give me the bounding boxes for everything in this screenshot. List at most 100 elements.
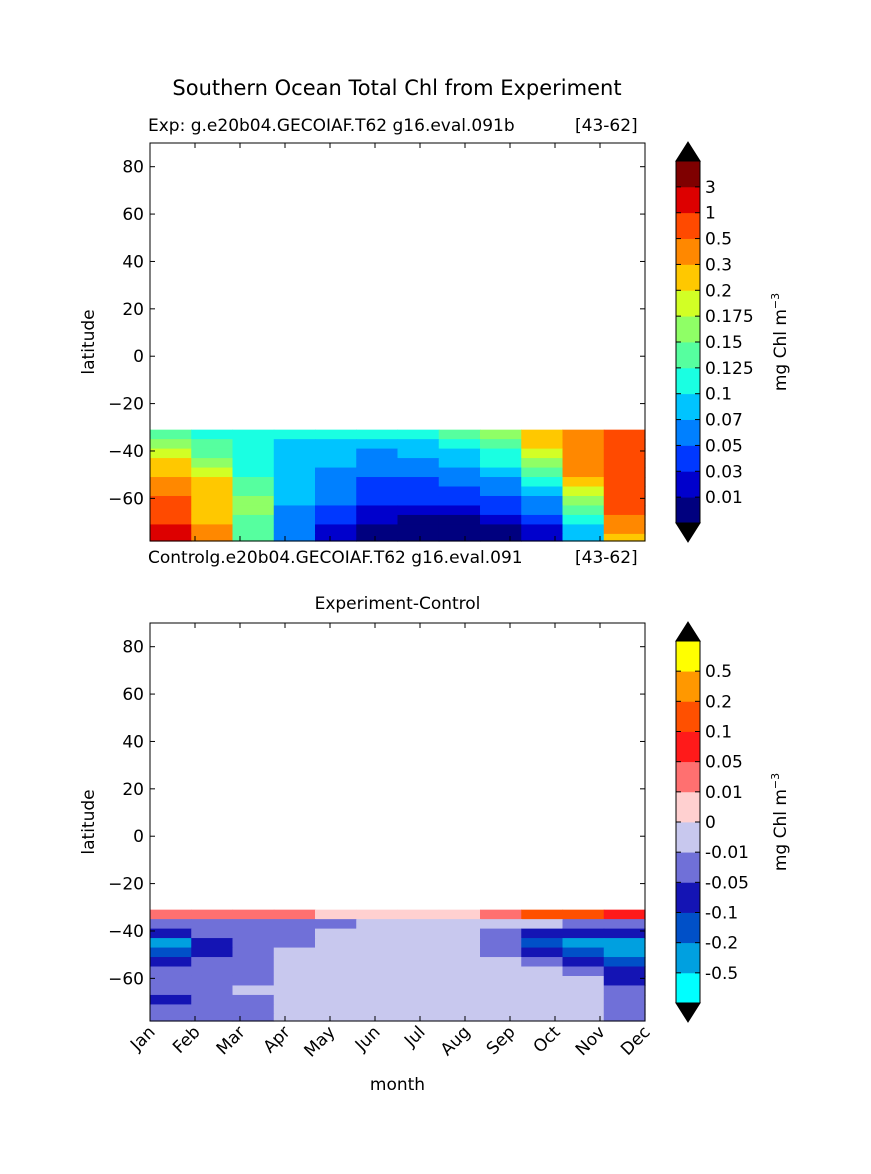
- field-cell: [603, 458, 646, 469]
- field-cell: [480, 1004, 522, 1015]
- field-cell: [397, 957, 440, 968]
- colorbar-segment: [676, 882, 700, 913]
- field-cell: [232, 458, 275, 469]
- y-tick-label: −20: [108, 395, 144, 415]
- field-cell: [603, 938, 646, 949]
- colorbar-tick-label: 0.1: [705, 723, 732, 743]
- field-cell: [480, 994, 522, 1006]
- x-tick-label: Aug: [437, 1022, 475, 1060]
- field-cell: [603, 467, 646, 478]
- field-cell: [521, 514, 564, 526]
- field-cell: [480, 439, 522, 450]
- field-cell: [562, 429, 605, 440]
- y-tick-label: −60: [108, 489, 144, 509]
- field-cell: [438, 495, 481, 507]
- field-cell: [603, 524, 646, 535]
- field-cell: [438, 985, 481, 996]
- y-tick-label: −40: [108, 442, 144, 462]
- field-cell: [315, 994, 357, 1006]
- field-cell: [315, 909, 357, 920]
- field-cell: [562, 524, 605, 535]
- field-cell: [356, 938, 399, 949]
- panel-1-frame: [149, 142, 646, 542]
- field-cell: [232, 1004, 275, 1015]
- field-cell: [438, 928, 481, 939]
- field-cell: [150, 966, 192, 977]
- colorbar-tick-label: 0.2: [705, 692, 732, 712]
- field-cell: [273, 938, 316, 949]
- field-cell: [315, 957, 357, 968]
- x-tick-label: Sep: [483, 1022, 520, 1059]
- field-cell: [562, 957, 605, 968]
- colorbar-tick-label: 0.05: [705, 436, 743, 456]
- x-tick-label: Jul: [400, 1022, 429, 1051]
- field-cell: [438, 486, 481, 497]
- field-cell: [356, 947, 399, 958]
- colorbar-extend-over: [675, 141, 701, 162]
- field-cell: [438, 429, 481, 440]
- field-cell: [150, 947, 192, 958]
- field-cell: [150, 458, 192, 469]
- field-cell: [521, 448, 564, 459]
- y-tick-label: 40: [122, 252, 144, 272]
- field-cell: [562, 477, 605, 488]
- colorbar-segment: [676, 316, 700, 343]
- field-cell: [150, 909, 192, 920]
- field-cell: [150, 533, 192, 542]
- field-cell: [480, 429, 522, 440]
- panel-2-frame: [149, 622, 646, 1022]
- y-tick-label: 40: [122, 732, 144, 752]
- field-cell: [191, 514, 234, 526]
- field-cell: [191, 429, 234, 440]
- field-cell: [191, 448, 234, 459]
- field-cell: [397, 467, 440, 478]
- field-cell: [150, 957, 192, 968]
- field-cell: [232, 919, 275, 930]
- field-cell: [480, 975, 522, 987]
- field-cell: [356, 524, 399, 535]
- field-cell: [273, 1013, 316, 1022]
- colorbar-segment: [676, 264, 700, 291]
- field-cell: [603, 514, 646, 526]
- x-tick-label: Dec: [617, 1022, 654, 1059]
- panel-2-field: [150, 909, 646, 1022]
- field-cell: [273, 495, 316, 507]
- field-cell: [480, 524, 522, 535]
- field-cell: [315, 448, 357, 459]
- field-cell: [603, 439, 646, 450]
- colorbar-segment: [676, 942, 700, 974]
- field-cell: [315, 429, 357, 440]
- field-cell: [438, 467, 481, 478]
- field-cell: [273, 429, 316, 440]
- field-cell: [562, 928, 605, 939]
- field-cell: [191, 909, 234, 920]
- field-cell: [562, 985, 605, 996]
- colorbar-tick-label: 0.125: [705, 359, 754, 379]
- top-panel-exp-label: Exp: g.e20b04.GECOIAF.T62 g16.eval.091b: [148, 116, 515, 136]
- field-cell: [438, 458, 481, 469]
- top-panel-years-label: [43-62]: [575, 116, 638, 136]
- field-cell: [562, 966, 605, 977]
- field-cell: [273, 486, 316, 497]
- field-cell: [191, 486, 234, 497]
- field-cell: [273, 957, 316, 968]
- field-cell: [191, 505, 234, 516]
- colorbar-tick-label: -0.1: [705, 904, 738, 924]
- field-cell: [480, 919, 522, 930]
- field-cell: [232, 928, 275, 939]
- field-cell: [521, 1004, 564, 1015]
- field-cell: [191, 928, 234, 939]
- field-cell: [397, 919, 440, 930]
- x-tick-label: Jun: [351, 1022, 385, 1056]
- field-cell: [603, 429, 646, 440]
- field-cell: [315, 439, 357, 450]
- field-cell: [521, 467, 564, 478]
- field-cell: [150, 975, 192, 987]
- field-cell: [480, 448, 522, 459]
- field-cell: [315, 938, 357, 949]
- field-cell: [356, 919, 399, 930]
- field-cell: [397, 448, 440, 459]
- field-cell: [150, 514, 192, 526]
- field-cell: [315, 1013, 357, 1022]
- field-cell: [150, 938, 192, 949]
